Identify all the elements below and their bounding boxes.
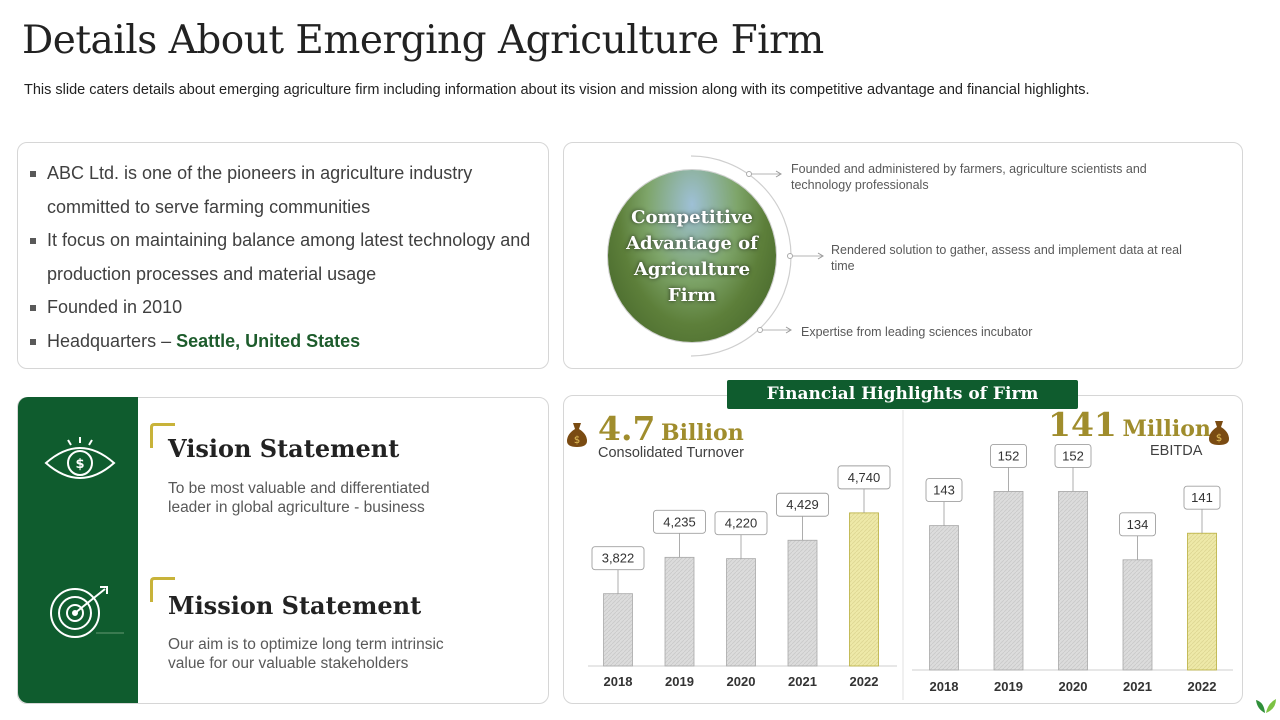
ebitda-unit: Million: [1122, 416, 1211, 442]
x-tick-label: 2019: [665, 674, 694, 689]
advantage-pointer-head: [817, 252, 824, 260]
svg-text:$: $: [1216, 433, 1222, 444]
data-label-box: [591, 546, 645, 571]
money-bag-icon: $: [567, 423, 587, 447]
data-label: 152: [1062, 448, 1084, 463]
about-bullet: Founded in 2010: [30, 291, 534, 325]
data-label: 152: [998, 448, 1020, 463]
data-label-box: [714, 511, 768, 536]
x-tick-label: 2021: [788, 674, 817, 689]
chart-bar: [1187, 532, 1217, 671]
svg-text:$: $: [75, 457, 84, 472]
advantage-pointer-dot: [746, 171, 752, 177]
vision-heading: Vision Statement: [168, 434, 400, 463]
advantage-pointer-head: [785, 326, 792, 334]
mission-heading: Mission Statement: [168, 591, 422, 620]
turnover-unit: Billion: [661, 420, 744, 446]
page-subtitle: This slide caters details about emerging…: [24, 82, 1090, 98]
chart-bar: [726, 558, 756, 667]
data-label: 143: [933, 483, 955, 498]
data-label-box: [837, 465, 891, 490]
target-arrow-icon: [50, 586, 124, 638]
data-label-box: [990, 443, 1027, 468]
about-bullet-list: ABC Ltd. is one of the pioneers in agric…: [18, 143, 548, 358]
data-label: 141: [1191, 490, 1213, 505]
ebitda-metric: 141 Million: [1048, 405, 1211, 444]
x-tick-label: 2022: [850, 674, 879, 689]
data-label-box: [1054, 443, 1092, 468]
chart-bar: [664, 556, 695, 667]
page-title: Details About Emerging Agriculture Firm: [22, 18, 824, 63]
chart-bar: [929, 525, 959, 671]
data-label: 3,822: [602, 551, 635, 566]
data-label: 4,740: [848, 470, 881, 485]
about-bullet-headquarters: Headquarters – Seattle, United States: [30, 325, 534, 359]
turnover-value: 4.7: [598, 409, 656, 448]
data-label-box: [776, 492, 829, 517]
turnover-label: Consolidated Turnover: [598, 445, 744, 461]
vision-bracket-decoration: [150, 423, 175, 448]
data-label-box: [1183, 485, 1221, 510]
vision-mission-icon-strip: $: [18, 397, 138, 703]
data-label-box: [653, 509, 706, 534]
advantage-item: Rendered solution to gather, assess and …: [831, 243, 1182, 273]
advantage-item: Expertise from leading sciences incubato…: [801, 325, 1033, 339]
chart-bar: [603, 593, 633, 667]
ebitda-value: 141: [1048, 405, 1117, 444]
chart-bar: [1122, 559, 1153, 671]
data-label-box: [925, 478, 963, 503]
data-label: 4,235: [663, 514, 696, 529]
x-tick-label: 2022: [1188, 679, 1217, 694]
advantage-pointer-dot: [787, 253, 793, 259]
mission-bracket-decoration: [150, 577, 175, 602]
advantage-pointer-dot: [757, 327, 763, 333]
vision-text: To be most valuable and differentiated l…: [168, 480, 430, 516]
leaf-logo-icon: [1256, 699, 1276, 713]
about-panel: ABC Ltd. is one of the pioneers in agric…: [17, 142, 549, 369]
financial-banner: Financial Highlights of Firm: [727, 380, 1078, 409]
chart-bar: [849, 512, 879, 667]
advantage-circle-image: [608, 170, 776, 342]
headquarters-value: Seattle, United States: [176, 330, 361, 351]
x-tick-label: 2018: [604, 674, 633, 689]
data-label: 134: [1127, 517, 1149, 532]
about-bullet: ABC Ltd. is one of the pioneers in agric…: [30, 157, 534, 224]
advantage-pointer-head: [775, 170, 782, 178]
chart-bar: [993, 490, 1024, 671]
eye-dollar-icon: $: [44, 437, 116, 479]
x-tick-label: 2021: [1123, 679, 1152, 694]
data-label: 4,220: [725, 516, 758, 531]
money-bag-icon: $: [1209, 421, 1229, 445]
mission-text: Our aim is to optimize long term intrins…: [168, 636, 444, 672]
turnover-metric: 4.7 Billion: [598, 409, 744, 448]
x-tick-label: 2020: [727, 674, 756, 689]
chart-bar: [787, 539, 818, 667]
vision-mission-icons: $: [44, 437, 124, 638]
svg-text:$: $: [574, 435, 580, 446]
about-bullet: It focus on maintaining balance among la…: [30, 224, 534, 291]
advantage-item: Founded and administered by farmers, agr…: [791, 162, 1147, 192]
x-tick-label: 2020: [1059, 679, 1088, 694]
x-tick-label: 2019: [994, 679, 1023, 694]
data-label: 4,429: [786, 497, 819, 512]
data-label-box: [1119, 512, 1156, 537]
ebitda-label: EBITDA: [1150, 443, 1203, 459]
advantage-circle-title: Competitive Advantage of Agriculture Fir…: [626, 207, 758, 306]
headquarters-label: Headquarters –: [47, 330, 177, 351]
x-tick-label: 2018: [930, 679, 959, 694]
chart-bar: [1058, 490, 1088, 671]
